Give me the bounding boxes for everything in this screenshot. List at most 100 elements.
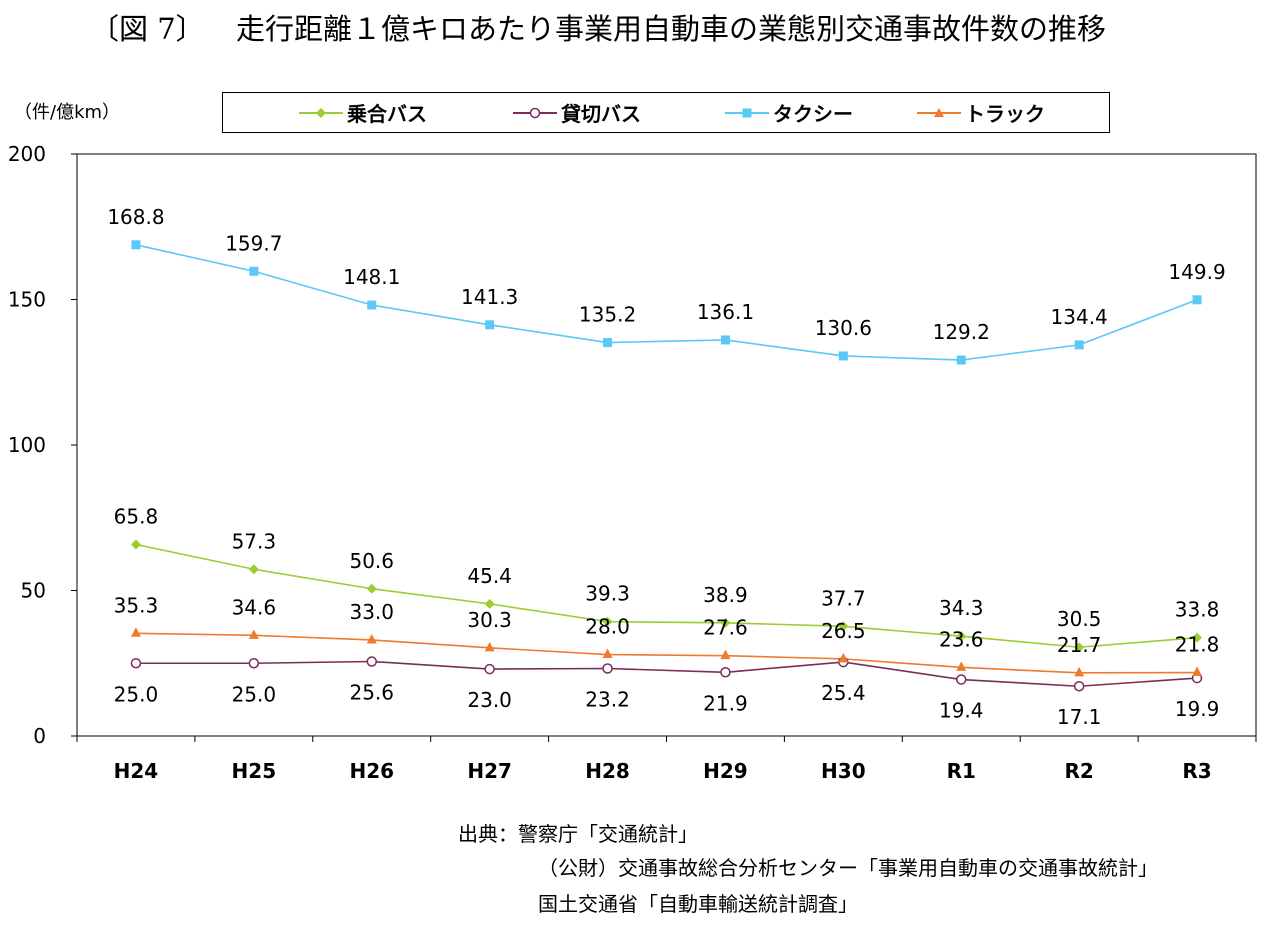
data-point	[131, 240, 141, 250]
data-label: 35.3	[114, 593, 159, 617]
x-tick-label: H27	[467, 759, 512, 783]
data-label: 38.9	[703, 583, 748, 607]
data-point	[249, 266, 259, 276]
data-label: 28.0	[585, 615, 630, 639]
data-point	[720, 335, 730, 345]
legend-item-kashikiri-bus: 貸切バス	[513, 93, 641, 132]
x-tick-label: H30	[821, 759, 866, 783]
data-label: 141.3	[461, 285, 518, 309]
data-label: 136.1	[697, 300, 754, 324]
data-label: 50.6	[349, 549, 394, 573]
data-label: 45.4	[467, 564, 512, 588]
source-line-2: （公財）交通事故総合分析センター「事業用自動車の交通事故統計」	[538, 856, 1158, 880]
data-point	[720, 617, 731, 628]
data-label: 65.8	[114, 505, 159, 529]
series-line-0	[135, 543, 1198, 649]
data-label: 34.3	[939, 596, 984, 620]
series-line-2	[135, 244, 1198, 361]
figure-number: 〔図 7〕	[90, 12, 205, 46]
data-point	[484, 598, 495, 609]
source-line-1: 出典：警察庁「交通統計」	[458, 822, 698, 846]
legend-label: トラック	[965, 102, 1045, 126]
data-point	[838, 621, 849, 632]
data-point	[1073, 680, 1085, 692]
data-label: 25.0	[114, 682, 159, 706]
data-point	[485, 320, 495, 330]
data-label: 135.2	[579, 303, 636, 327]
data-point	[366, 583, 377, 594]
data-point	[602, 616, 613, 627]
data-point	[130, 539, 141, 550]
y-tick-label: 50	[21, 579, 46, 603]
data-point	[484, 641, 495, 652]
data-point	[248, 629, 259, 639]
data-point	[1074, 642, 1085, 653]
data-label: 25.4	[821, 681, 866, 705]
legend-label: 貸切バス	[561, 102, 641, 126]
square-marker-icon	[725, 108, 769, 117]
data-point	[956, 631, 967, 642]
series-line-3	[135, 632, 1198, 674]
data-label: 39.3	[585, 582, 630, 606]
legend-label: 乗合バス	[347, 102, 427, 126]
data-label: 25.6	[349, 681, 394, 705]
data-label: 148.1	[343, 265, 400, 289]
data-label: 19.4	[939, 699, 984, 723]
data-point	[130, 658, 142, 669]
x-tick-label: H25	[232, 759, 277, 783]
data-point	[838, 351, 848, 361]
legend: 乗合バス 貸切バス タクシー トラック	[222, 92, 1110, 133]
data-point	[1192, 666, 1203, 677]
data-label: 17.1	[1057, 705, 1102, 729]
data-point	[956, 674, 967, 685]
y-tick-label: 150	[8, 288, 46, 312]
data-point	[720, 667, 731, 678]
data-label: 159.7	[225, 231, 282, 255]
data-label: 27.6	[703, 616, 748, 640]
data-label: 34.6	[232, 595, 277, 619]
data-label: 23.6	[939, 627, 984, 651]
x-tick-label: H24	[114, 759, 159, 783]
y-axis-unit: （件/億km）	[14, 102, 121, 123]
data-label: 19.9	[1175, 697, 1220, 721]
data-point	[248, 564, 259, 575]
data-point	[367, 300, 377, 310]
y-tick-label: 200	[8, 142, 46, 166]
x-tick-label: H28	[585, 759, 630, 783]
data-point	[248, 658, 260, 669]
x-tick-label: H29	[703, 759, 748, 783]
data-label: 57.3	[232, 529, 277, 553]
data-point	[956, 661, 967, 671]
x-tick-label: H26	[349, 759, 394, 783]
data-point	[484, 663, 495, 675]
data-label: 130.6	[815, 316, 872, 340]
data-point	[366, 656, 377, 667]
data-point	[602, 648, 613, 659]
data-point	[602, 663, 613, 674]
diamond-marker-icon	[299, 107, 343, 118]
series-line-1	[135, 660, 1198, 688]
data-label: 30.5	[1057, 607, 1102, 631]
circle-marker-icon	[513, 107, 557, 118]
data-point	[130, 627, 141, 637]
data-label: 26.5	[821, 619, 866, 643]
line-chart: 0 50 100 150 200 H24 H25 H26 H27 H28 H29 H30 R1 R2 R3 6…	[8, 142, 1257, 783]
data-label: 21.7	[1057, 633, 1102, 657]
data-label: 21.8	[1175, 633, 1220, 657]
data-point	[603, 338, 613, 348]
data-point	[1192, 632, 1203, 643]
data-point	[1192, 295, 1202, 305]
data-point	[1074, 340, 1084, 350]
data-point	[956, 355, 966, 365]
legend-item-taxi: タクシー	[725, 93, 853, 132]
data-label: 23.0	[467, 688, 512, 712]
figure-title-text: 走行距離１億キロあたり事業用自動車の業態別交通事故件数の推移	[236, 12, 1107, 46]
data-label: 33.0	[349, 600, 394, 624]
x-tick-label: R3	[1182, 759, 1211, 783]
data-label: 30.3	[467, 608, 512, 632]
data-label: 129.2	[933, 320, 990, 344]
data-label: 134.4	[1051, 305, 1108, 329]
legend-item-noriai-bus: 乗合バス	[299, 93, 427, 132]
data-label: 168.8	[107, 205, 164, 229]
data-label: 21.9	[703, 691, 748, 715]
